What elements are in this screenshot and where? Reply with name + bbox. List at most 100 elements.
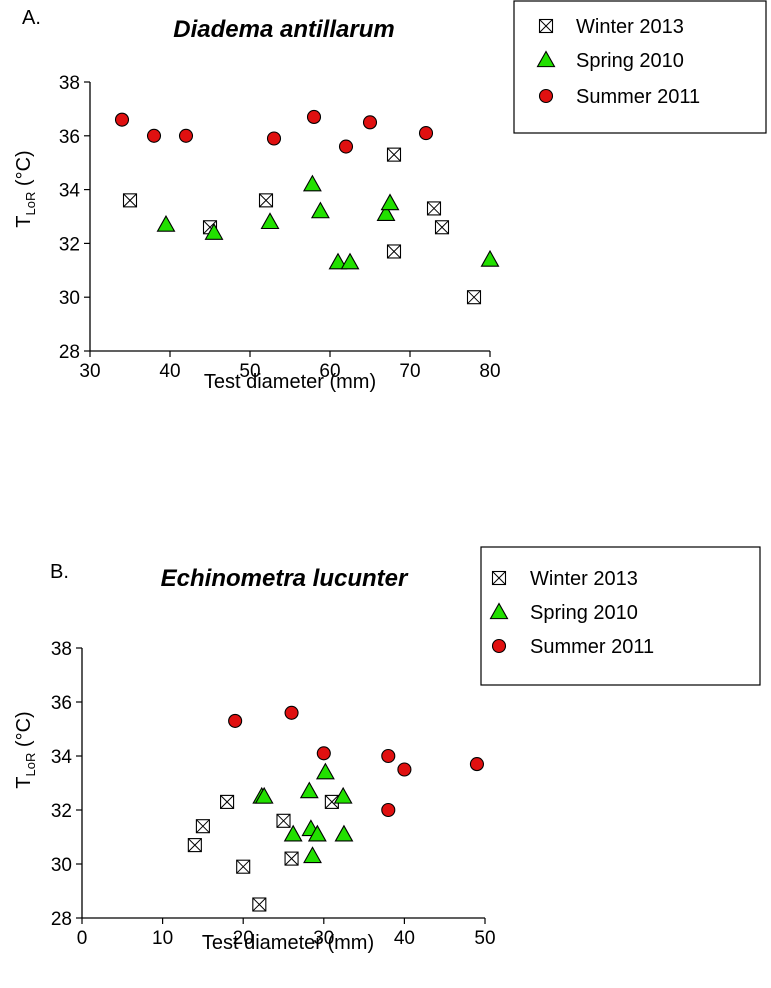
x-axis-label-a: Test diameter (mm) [204,371,376,393]
point-summer-2011-a [146,128,162,143]
legend-marker-spring-2010-a [536,50,556,68]
point-spring-2010-a [260,212,280,230]
point-summer-2011-b [284,705,299,720]
point-winter-2013-b [195,819,210,834]
x-tick-label-a: 80 [479,361,500,382]
point-summer-2011-a [266,131,282,146]
point-winter-2013-a [466,290,482,305]
point-winter-2013-b [187,838,202,853]
y-axis-label-b: TLoR (°C) [13,711,38,788]
legend-label-summer-2011-b: Summer 2011 [530,636,654,658]
axes-a [89,82,490,352]
legend-marker-summer-2011-b [491,638,507,654]
point-summer-2011-a [418,126,434,141]
legend-label-spring-2010-a: Spring 2010 [576,50,684,72]
point-spring-2010-a [340,252,360,270]
point-winter-2013-a [426,201,442,216]
x-axis-label-b: Test diameter (mm) [202,932,374,954]
x-tick-label-b: 0 [77,928,88,949]
point-winter-2013-b [284,851,299,866]
y-axis-label-sub-b: LoR [23,753,38,777]
y-tick-label-a: 34 [59,181,81,202]
y-tick-label-a: 32 [59,234,80,255]
point-summer-2011-a [178,128,194,143]
y-tick-label-b: 28 [51,909,72,930]
point-spring-2010-b [299,781,319,799]
point-spring-2010-a [302,174,322,192]
x-tick-label-b: 10 [152,928,173,949]
panel-label-b: B. [50,561,69,583]
point-spring-2010-a [480,249,500,267]
chart-panel-b: B. Echinometra lucunter 0 10 20 30 40 50 28 30 3… [13,546,761,954]
point-spring-2010-b [334,824,354,842]
y-axis-label-main-b: T [13,776,35,788]
y-axis-label-sub-a: LoR [23,192,38,216]
point-spring-2010-a [310,201,330,219]
legend-label-winter-2013-a: Winter 2013 [576,16,684,38]
point-summer-2011-a [362,115,378,130]
y-axis-label-unit-b: (°C) [13,711,35,752]
chart-panel-a: A. Diadema antillarum 30 40 50 60 70 80283032… [13,0,767,393]
y-axis-label-main-a: T [13,215,35,227]
chart-title-b: Echinometra lucunter [161,565,409,592]
x-tick-label-a: 30 [79,361,100,382]
legend-marker-winter-2013-a [538,18,554,34]
y-tick-label-b: 36 [51,693,72,714]
point-summer-2011-a [306,109,322,125]
legend-label-winter-2013-b: Winter 2013 [530,568,638,590]
axes-b [81,648,485,919]
point-spring-2010-b [315,762,335,780]
x-tick-label-b: 20 [233,928,254,949]
legend-label-spring-2010-b: Spring 2010 [530,602,638,624]
point-winter-2013-b [236,859,251,874]
legend-a: Winter 2013 Spring 2010 Summer 2011 [513,0,767,134]
point-spring-2010-a [376,204,396,221]
point-spring-2010-b [303,846,322,864]
point-summer-2011-b [381,748,396,764]
point-summer-2011-b [316,746,331,761]
point-winter-2013-a [386,244,402,259]
y-tick-label-b: 38 [51,639,72,660]
x-tick-label-b: 50 [474,928,495,949]
point-summer-2011-a [338,139,354,154]
y-tick-label-a: 38 [59,73,80,94]
x-tick-label-a: 70 [399,361,420,382]
point-winter-2013-a [434,220,450,235]
point-spring-2010-a [204,223,224,240]
x-tick-label-b: 40 [394,928,415,949]
legend-label-summer-2011-a: Summer 2011 [576,86,700,108]
point-spring-2010-a [328,252,348,270]
point-summer-2011-a [114,112,130,127]
x-tick-label-a: 50 [239,361,260,382]
point-winter-2013-b [220,794,235,809]
legend-marker-spring-2010-b [489,602,509,620]
point-summer-2011-b [397,762,412,777]
panel-label-a: A. [22,7,41,29]
legend-marker-winter-2013-b [491,570,507,586]
y-tick-label-a: 36 [59,127,80,148]
point-spring-2010-b [283,824,303,842]
legend-box-a [513,0,767,134]
point-spring-2010-a [380,193,400,211]
x-tick-label-b: 30 [313,928,334,949]
point-winter-2013-b [276,813,291,828]
point-summer-2011-b [469,757,484,772]
y-tick-label-a: 28 [59,342,80,363]
legend-box-b [480,546,761,686]
point-summer-2011-b [228,713,243,728]
point-winter-2013-a [122,193,138,208]
y-axis-label-a: TLoR (°C) [13,150,38,227]
y-axis-label-unit-a: (°C) [13,150,35,191]
chart-title-a: Diadema antillarum [173,16,394,43]
point-winter-2013-a [258,193,274,208]
legend-b: Winter 2013 Spring 2010 Summer 2011 [480,546,761,686]
y-tick-label-a: 30 [59,288,80,309]
y-tick-label-b: 30 [51,855,72,876]
point-spring-2010-b [333,786,353,804]
point-spring-2010-b [254,786,274,804]
point-spring-2010-b [307,824,327,842]
point-spring-2010-a [156,214,176,232]
point-winter-2013-a [386,147,402,162]
point-winter-2013-b [252,897,267,912]
